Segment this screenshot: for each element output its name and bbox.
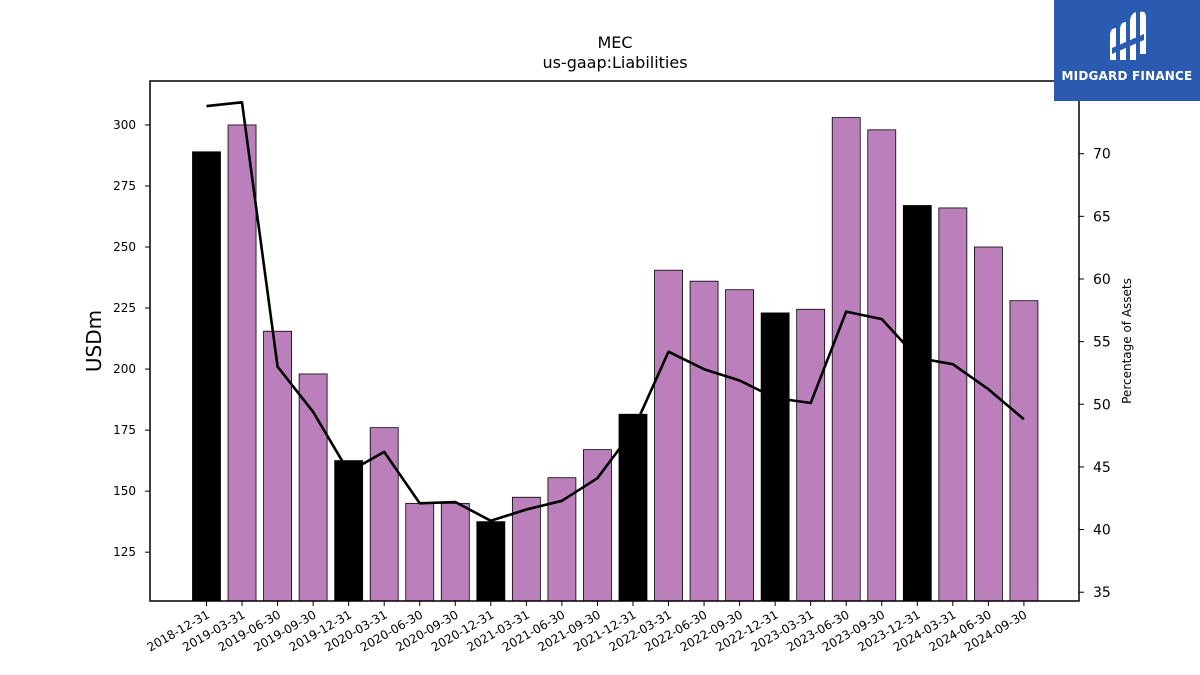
bar-2022-06-30 xyxy=(689,280,719,602)
bar-2018-12-31 xyxy=(192,151,221,602)
percentage-of-assets-line xyxy=(206,101,1025,523)
bar-2024-03-31 xyxy=(938,207,968,602)
bar-2020-09-30 xyxy=(440,502,470,602)
midgard-finance-logo: MIDGARD FINANCE xyxy=(1054,0,1200,101)
bar-2019-06-30 xyxy=(263,330,292,602)
y-right-tick-label-35: 35 xyxy=(1093,585,1111,601)
midgard-logo-icon xyxy=(1110,11,1146,60)
bar-2021-12-31 xyxy=(618,413,648,602)
plot-frame xyxy=(149,80,1080,602)
line-layer xyxy=(206,101,1025,523)
y-right-tick-label-70: 70 xyxy=(1093,147,1111,163)
y-tick-label-300: 300 xyxy=(113,118,136,132)
y-right-tick-label-50: 50 xyxy=(1093,397,1111,413)
y-right-tick-label-40: 40 xyxy=(1093,523,1111,539)
y-tick-label-150: 150 xyxy=(113,484,136,498)
y-tick-label-275: 275 xyxy=(113,179,136,193)
y-right-tick-label-45: 45 xyxy=(1093,460,1111,476)
chart-subtitle: us-gaap:Liabilities xyxy=(542,53,687,72)
chart-title: MEC xyxy=(597,33,632,52)
logo-text: MIDGARD FINANCE xyxy=(1061,69,1193,83)
bar-2019-09-30 xyxy=(298,373,328,602)
y-axis-label-left: USDm xyxy=(82,310,106,372)
bar-2022-12-31 xyxy=(760,312,790,602)
y-tick-label-175: 175 xyxy=(113,423,136,437)
bar-2021-03-31 xyxy=(511,496,541,602)
y-axis-label-right: Percentage of Assets xyxy=(1120,278,1134,404)
bar-2023-06-30 xyxy=(831,117,861,602)
y-tick-label-125: 125 xyxy=(113,545,136,559)
bar-2022-09-30 xyxy=(725,289,754,602)
y-right-tick-label-60: 60 xyxy=(1093,272,1111,288)
bar-2023-09-30 xyxy=(867,129,897,602)
bar-2019-03-31 xyxy=(227,124,257,602)
bar-2021-09-30 xyxy=(583,449,612,602)
y-tick-label-200: 200 xyxy=(113,362,136,376)
bars-layer xyxy=(192,117,1039,602)
bar-2023-03-31 xyxy=(796,308,826,602)
y-tick-label-225: 225 xyxy=(113,301,136,315)
bar-2023-12-31 xyxy=(902,205,932,602)
bar-2020-12-31 xyxy=(476,521,506,602)
y-right-tick-label-55: 55 xyxy=(1093,335,1111,351)
bar-2024-06-30 xyxy=(973,246,1003,602)
y-right-tick-label-65: 65 xyxy=(1093,209,1111,225)
bar-2024-09-30 xyxy=(1009,300,1039,602)
y-tick-label-250: 250 xyxy=(113,240,136,254)
bar-2020-06-30 xyxy=(405,502,435,602)
bar-2019-12-31 xyxy=(334,460,364,602)
bar-2021-06-30 xyxy=(547,477,577,602)
bar-2022-03-31 xyxy=(654,269,683,602)
